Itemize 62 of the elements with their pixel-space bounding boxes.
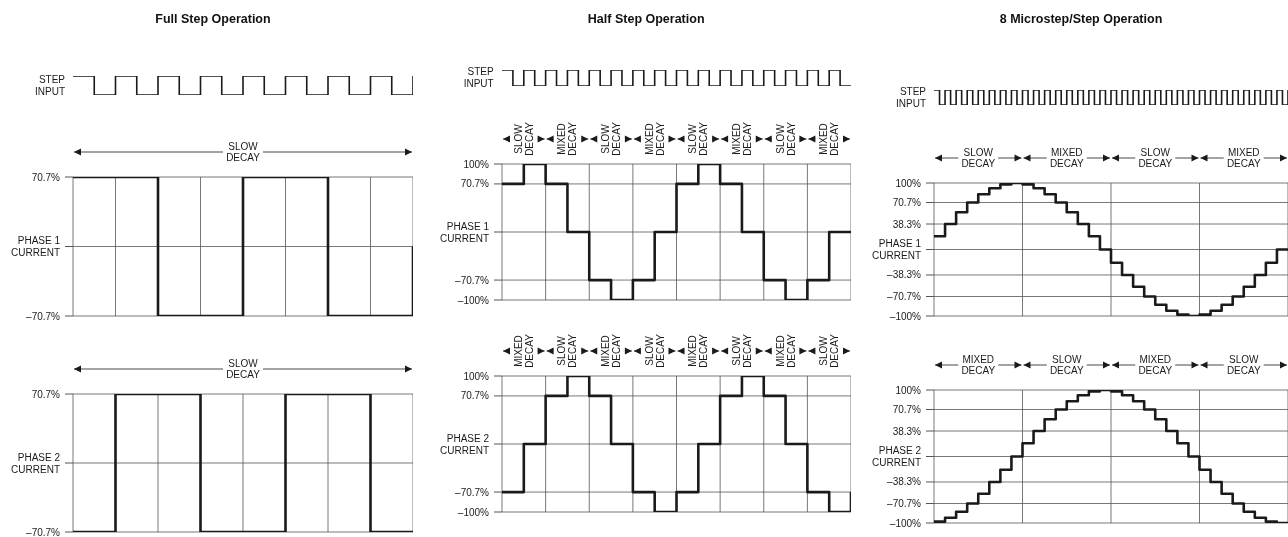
y-tick-label: 100% [895, 177, 922, 189]
y-tick-label: –70.7% [454, 274, 489, 286]
y-tick-label: –100% [457, 294, 489, 306]
text: SLOW DECAY [1049, 354, 1084, 376]
text: MIXED DECAY [556, 121, 579, 156]
y-tick-label: –100% [457, 506, 489, 518]
y-tick-label: –70.7% [26, 526, 61, 537]
y-tick-label: –100% [889, 310, 922, 322]
y-axis-title: STEP INPUT [34, 73, 65, 98]
y-tick-label: 70.7% [460, 390, 489, 402]
y-tick-label: 70.7% [892, 403, 922, 415]
y-tick-label: –70.7% [887, 498, 922, 510]
text: SLOW DECAY [599, 121, 622, 156]
text: MIXED DECAY [512, 333, 535, 368]
text: MIXED DECAY [643, 121, 666, 156]
y-axis-title: STEP INPUT [462, 66, 494, 90]
text: MIXED DECAY [687, 333, 709, 368]
text: SLOW DECAY [1138, 147, 1173, 169]
y-tick-label: PHASE 2 CURRENT [872, 445, 922, 468]
text: SLOW DECAY [961, 147, 996, 169]
text: SLOW DECAY [556, 333, 579, 368]
text: SLOW DECAY [687, 121, 709, 156]
y-axis-title: STEP INPUT [895, 85, 926, 110]
y-tick-label: PHASE 1 CURRENT [439, 220, 490, 244]
text: MIXED DECAY [599, 333, 622, 368]
text: SLOW DECAY [774, 121, 797, 156]
text: SLOW DECAY [643, 333, 666, 368]
y-tick-label: –70.7% [26, 310, 61, 322]
text: MIXED DECAY [1049, 147, 1084, 169]
text: MIXED DECAY [961, 354, 996, 376]
text: SLOW DECAY [512, 121, 535, 156]
y-tick-label: 70.7% [31, 171, 61, 183]
text: MIXED DECAY [817, 121, 840, 156]
y-tick-label: –70.7% [454, 486, 489, 498]
text: SLOW DECAY [730, 333, 753, 368]
text: MIXED DECAY [730, 121, 753, 156]
y-tick-label: 100% [463, 370, 489, 382]
text: MIXED DECAY [774, 333, 797, 368]
chart-title: 8 Microstep/Step Operation [998, 12, 1164, 26]
y-tick-label: PHASE 2 CURRENT [11, 451, 61, 475]
text: MIXED DECAY [1226, 147, 1261, 169]
y-tick-label: PHASE 2 CURRENT [439, 432, 490, 456]
y-tick-label: –38.3% [887, 269, 922, 281]
y-tick-label: –100% [889, 517, 922, 529]
y-tick-label: 100% [895, 384, 922, 396]
y-tick-label: PHASE 1 CURRENT [11, 235, 61, 258]
y-tick-label: 70.7% [460, 178, 489, 190]
text: SLOW DECAY [1226, 354, 1261, 376]
chart-title: Half Step Operation [586, 12, 706, 26]
y-tick-label: 38.3% [892, 425, 922, 437]
y-tick-label: 70.7% [892, 196, 922, 208]
text: SLOW DECAY [226, 358, 261, 380]
y-tick-label: –70.7% [887, 291, 922, 303]
text: MIXED DECAY [1138, 354, 1173, 376]
y-tick-label: PHASE 1 CURRENT [872, 238, 922, 261]
text: SLOW DECAY [226, 141, 261, 163]
y-tick-label: –38.3% [887, 476, 922, 488]
y-tick-label: 100% [463, 158, 489, 170]
y-tick-label: 70.7% [31, 388, 61, 400]
y-tick-label: 38.3% [892, 218, 922, 230]
chart-title: Full Step Operation [154, 12, 272, 26]
text: SLOW DECAY [817, 333, 840, 368]
